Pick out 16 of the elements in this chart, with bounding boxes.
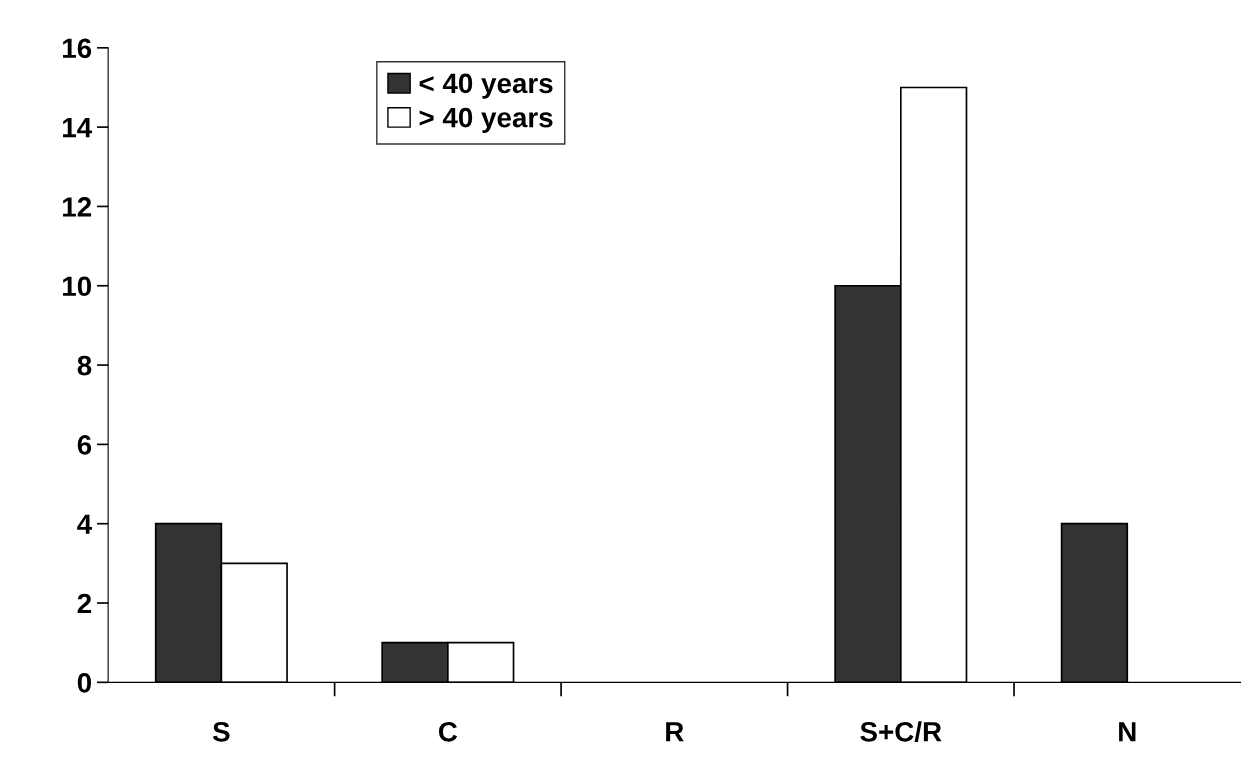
y-tick-label: 10: [63, 276, 92, 297]
y-tick-label: 14: [63, 118, 93, 138]
x-tick-label: S+C/R: [860, 721, 942, 742]
x-tick-label: N: [1119, 722, 1136, 742]
x-tick-label: R: [666, 722, 684, 742]
x-tick-label: S: [212, 721, 230, 742]
legend-label: > 40 years: [419, 107, 553, 133]
y-tick-label: 0: [77, 673, 92, 693]
y-tick-label: 12: [63, 197, 92, 217]
y-tick-label: 16: [63, 38, 92, 59]
y-tick-label: 4: [77, 514, 93, 534]
y-tick-label: 8: [77, 355, 92, 376]
y-tick-label: 2: [77, 593, 92, 614]
x-tick-label: C: [438, 721, 458, 742]
legend-label: < 40 years: [419, 73, 553, 99]
y-tick-label: 6: [77, 435, 92, 455]
